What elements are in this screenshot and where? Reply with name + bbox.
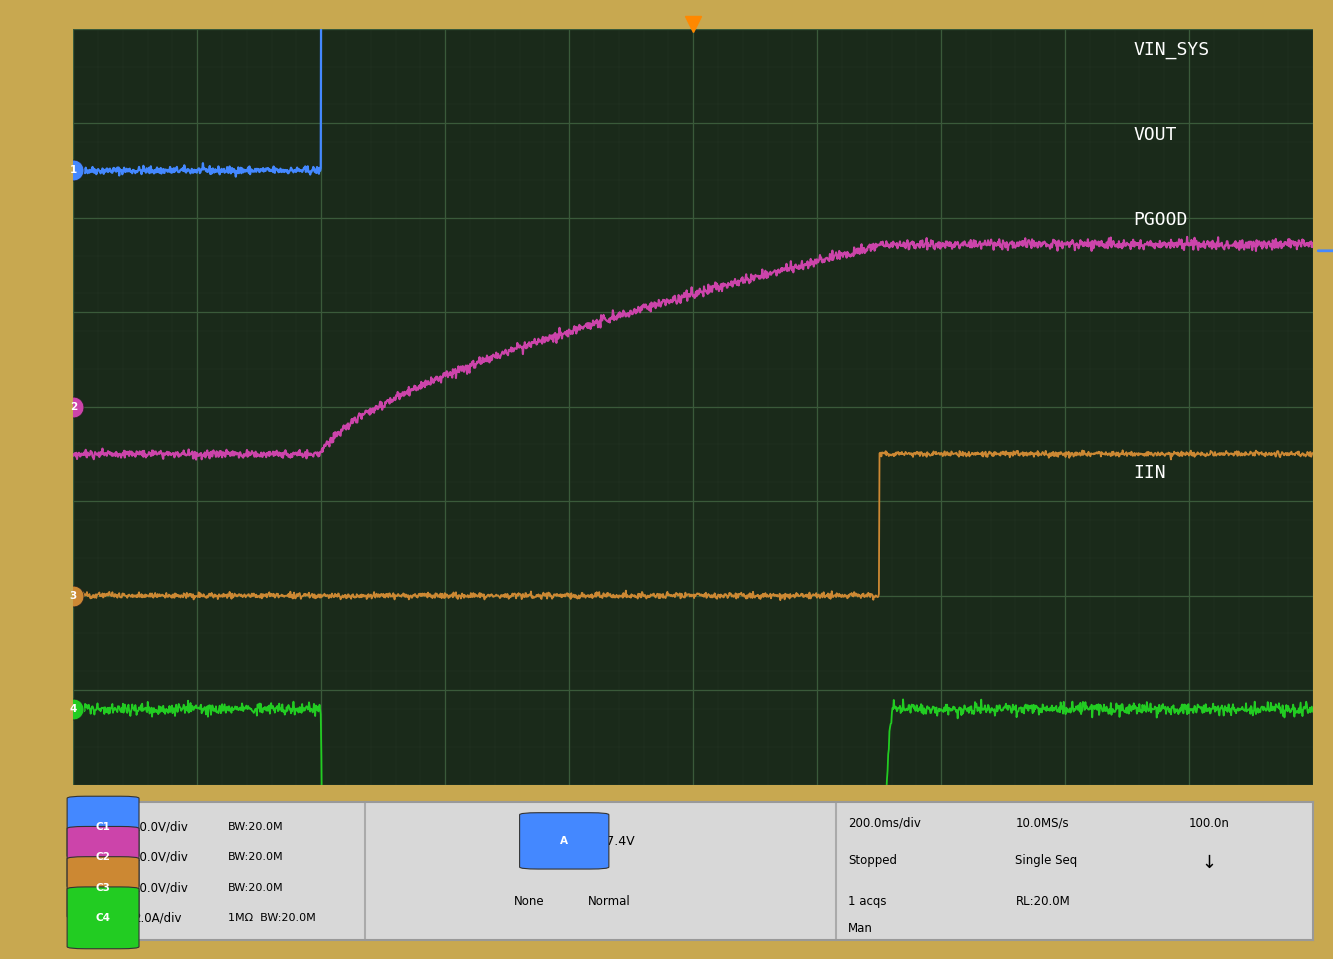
Text: RL:20.0M: RL:20.0M [1016, 895, 1070, 908]
Text: 2: 2 [69, 402, 77, 411]
Text: Man: Man [848, 923, 873, 935]
Text: / 7.4V: / 7.4V [597, 834, 635, 848]
Text: VIN_SYS: VIN_SYS [1133, 41, 1209, 59]
FancyBboxPatch shape [67, 887, 139, 948]
Text: 200.0ms/div: 200.0ms/div [848, 816, 921, 830]
Text: C2: C2 [96, 853, 111, 862]
Text: 3: 3 [69, 591, 77, 600]
Text: C1: C1 [96, 822, 111, 832]
Text: BW:20.0M: BW:20.0M [228, 882, 284, 893]
Text: Stopped: Stopped [848, 854, 897, 867]
Text: 1: 1 [69, 166, 77, 175]
Text: None: None [513, 895, 544, 908]
Text: C4: C4 [96, 913, 111, 923]
Text: 10.0V/div: 10.0V/div [133, 851, 189, 864]
Text: 4: 4 [69, 704, 77, 713]
FancyBboxPatch shape [67, 827, 139, 888]
Text: A: A [560, 836, 568, 846]
Text: PGOOD: PGOOD [1133, 211, 1188, 229]
Text: Normal: Normal [588, 895, 631, 908]
Text: 10.0MS/s: 10.0MS/s [1016, 816, 1069, 830]
Text: BW:20.0M: BW:20.0M [228, 853, 284, 862]
Text: 10.0V/div: 10.0V/div [133, 821, 189, 833]
Text: 1 acqs: 1 acqs [848, 895, 886, 908]
Text: ↓: ↓ [1201, 854, 1217, 872]
Text: VOUT: VOUT [1133, 127, 1177, 144]
Text: 1MΩ  BW:20.0M: 1MΩ BW:20.0M [228, 913, 316, 923]
Text: C3: C3 [96, 882, 111, 893]
Text: 10.0V/div: 10.0V/div [133, 881, 189, 894]
FancyBboxPatch shape [520, 812, 609, 869]
FancyBboxPatch shape [67, 796, 139, 858]
Text: Single Seq: Single Seq [1016, 854, 1077, 867]
Text: 2.0A/div: 2.0A/div [133, 911, 181, 924]
FancyBboxPatch shape [67, 856, 139, 919]
Text: 100.0n: 100.0n [1189, 816, 1230, 830]
Text: IIN: IIN [1133, 463, 1166, 481]
Text: BW:20.0M: BW:20.0M [228, 822, 284, 832]
